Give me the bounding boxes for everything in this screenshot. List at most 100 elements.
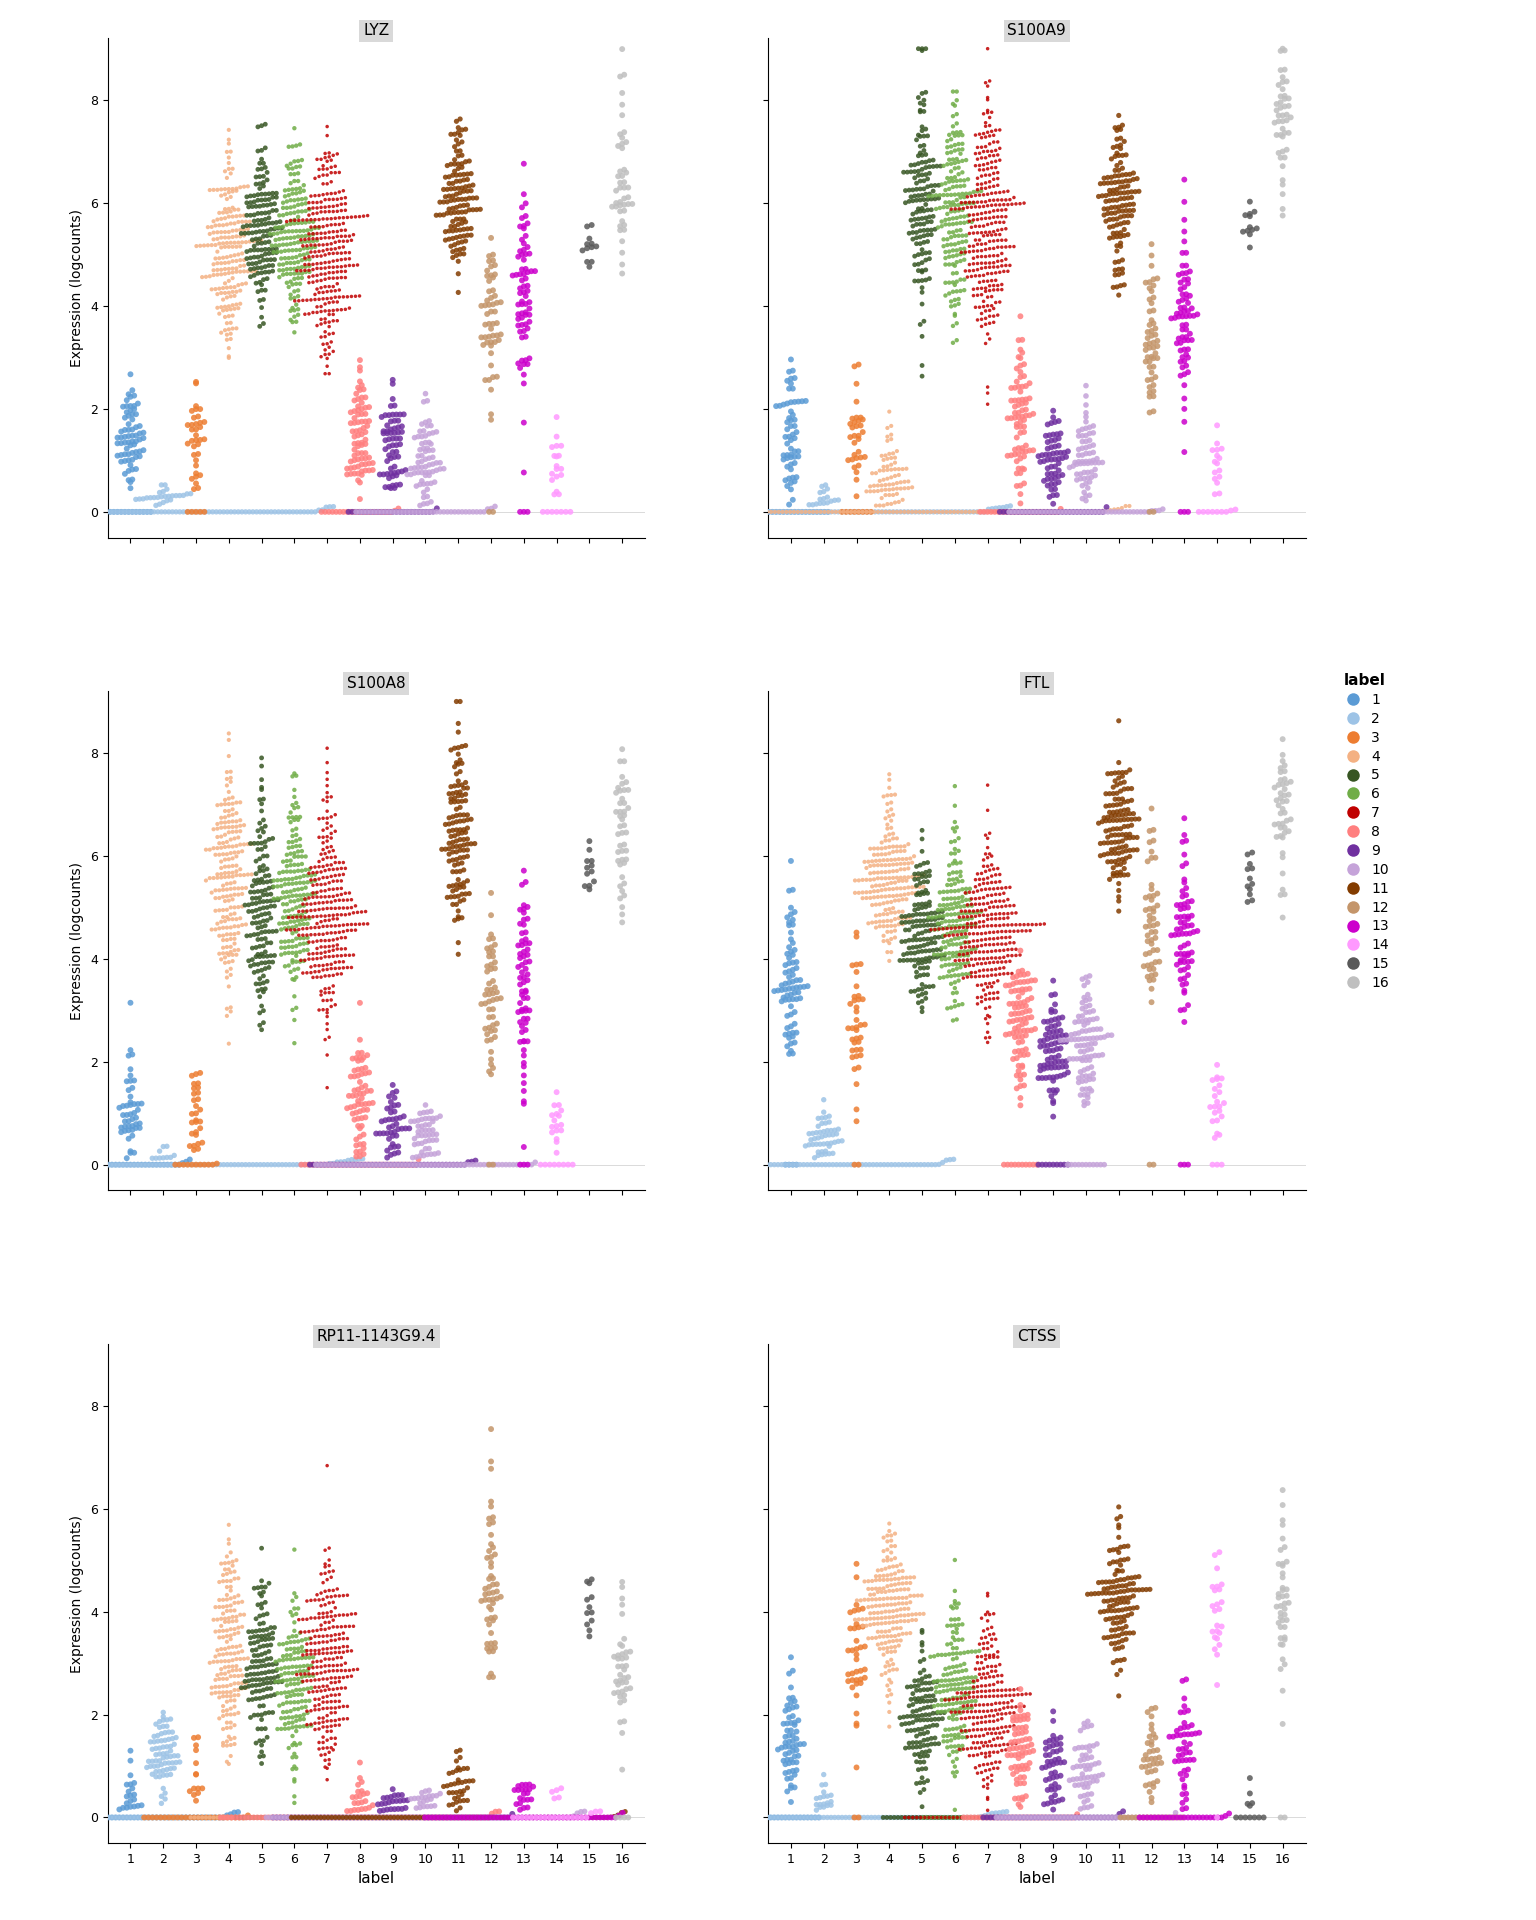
Point [284,1803,309,1834]
Point [249,991,273,1021]
Point [220,276,244,307]
Point [1112,1803,1137,1834]
Point [919,184,943,215]
Point [777,956,802,987]
Point [983,265,1008,296]
Point [247,246,272,276]
Point [943,973,968,1004]
Point [112,1803,137,1834]
Point [951,119,975,150]
Point [449,1786,473,1816]
Point [276,1622,301,1653]
Point [908,872,932,902]
Point [544,430,568,461]
Point [892,1599,917,1630]
Point [436,1778,461,1809]
Point [246,924,270,954]
Point [948,1697,972,1728]
Point [796,1803,820,1834]
Point [445,708,470,739]
Point [186,1722,210,1753]
Point [508,970,533,1000]
Point [315,1150,339,1181]
Point [109,1803,134,1834]
Point [1114,799,1138,829]
Point [424,1125,449,1156]
Point [203,914,227,945]
Point [920,1803,945,1834]
Point [980,1624,1005,1655]
Point [879,424,903,455]
Point [155,1142,180,1173]
Point [335,1703,359,1734]
Point [479,920,504,950]
Point [146,1803,170,1834]
Point [495,1803,519,1834]
Point [329,238,353,269]
Point [218,1624,243,1655]
Point [962,1715,986,1745]
Point [785,1755,809,1786]
Point [235,1653,260,1684]
Point [48,1803,72,1834]
Point [1143,1743,1167,1774]
Point [621,188,645,219]
Point [210,1640,235,1670]
Point [1051,459,1075,490]
Point [997,970,1021,1000]
Point [596,1803,621,1834]
Point [444,159,468,190]
Point [321,246,346,276]
Point [1140,1743,1164,1774]
Point [499,1803,524,1834]
Point [161,1140,186,1171]
Point [965,1707,989,1738]
Point [14,1803,38,1834]
Point [1103,113,1127,144]
Point [237,1803,261,1834]
Point [439,119,464,150]
Point [998,1150,1023,1181]
Point [528,1150,553,1181]
Point [347,908,372,939]
Point [281,1803,306,1834]
Point [226,240,250,271]
Point [358,1150,382,1181]
Point [937,910,962,941]
Point [257,207,281,238]
Point [1006,981,1031,1012]
Point [895,1599,920,1630]
Point [246,1640,270,1670]
Point [909,1699,934,1730]
Point [1134,912,1158,943]
Point [539,459,564,490]
Point [442,228,467,259]
Point [928,150,952,180]
Point [382,1131,407,1162]
Point [748,497,773,528]
Point [476,1563,501,1594]
Point [895,879,920,910]
Point [988,497,1012,528]
Point [450,127,475,157]
Point [452,213,476,244]
Point [876,814,900,845]
Point [252,1690,276,1720]
Point [1095,497,1120,528]
Point [908,96,932,127]
Point [1109,217,1134,248]
Point [511,897,536,927]
Point [1048,497,1072,528]
Point [1044,1033,1069,1064]
Point [315,1039,339,1069]
Point [280,995,304,1025]
Point [1014,1803,1038,1834]
Point [84,1803,109,1834]
Point [1046,467,1071,497]
Point [492,1803,516,1834]
Point [954,899,978,929]
Point [270,188,295,219]
Point [181,1722,206,1753]
Point [955,1690,980,1720]
Point [413,1104,438,1135]
